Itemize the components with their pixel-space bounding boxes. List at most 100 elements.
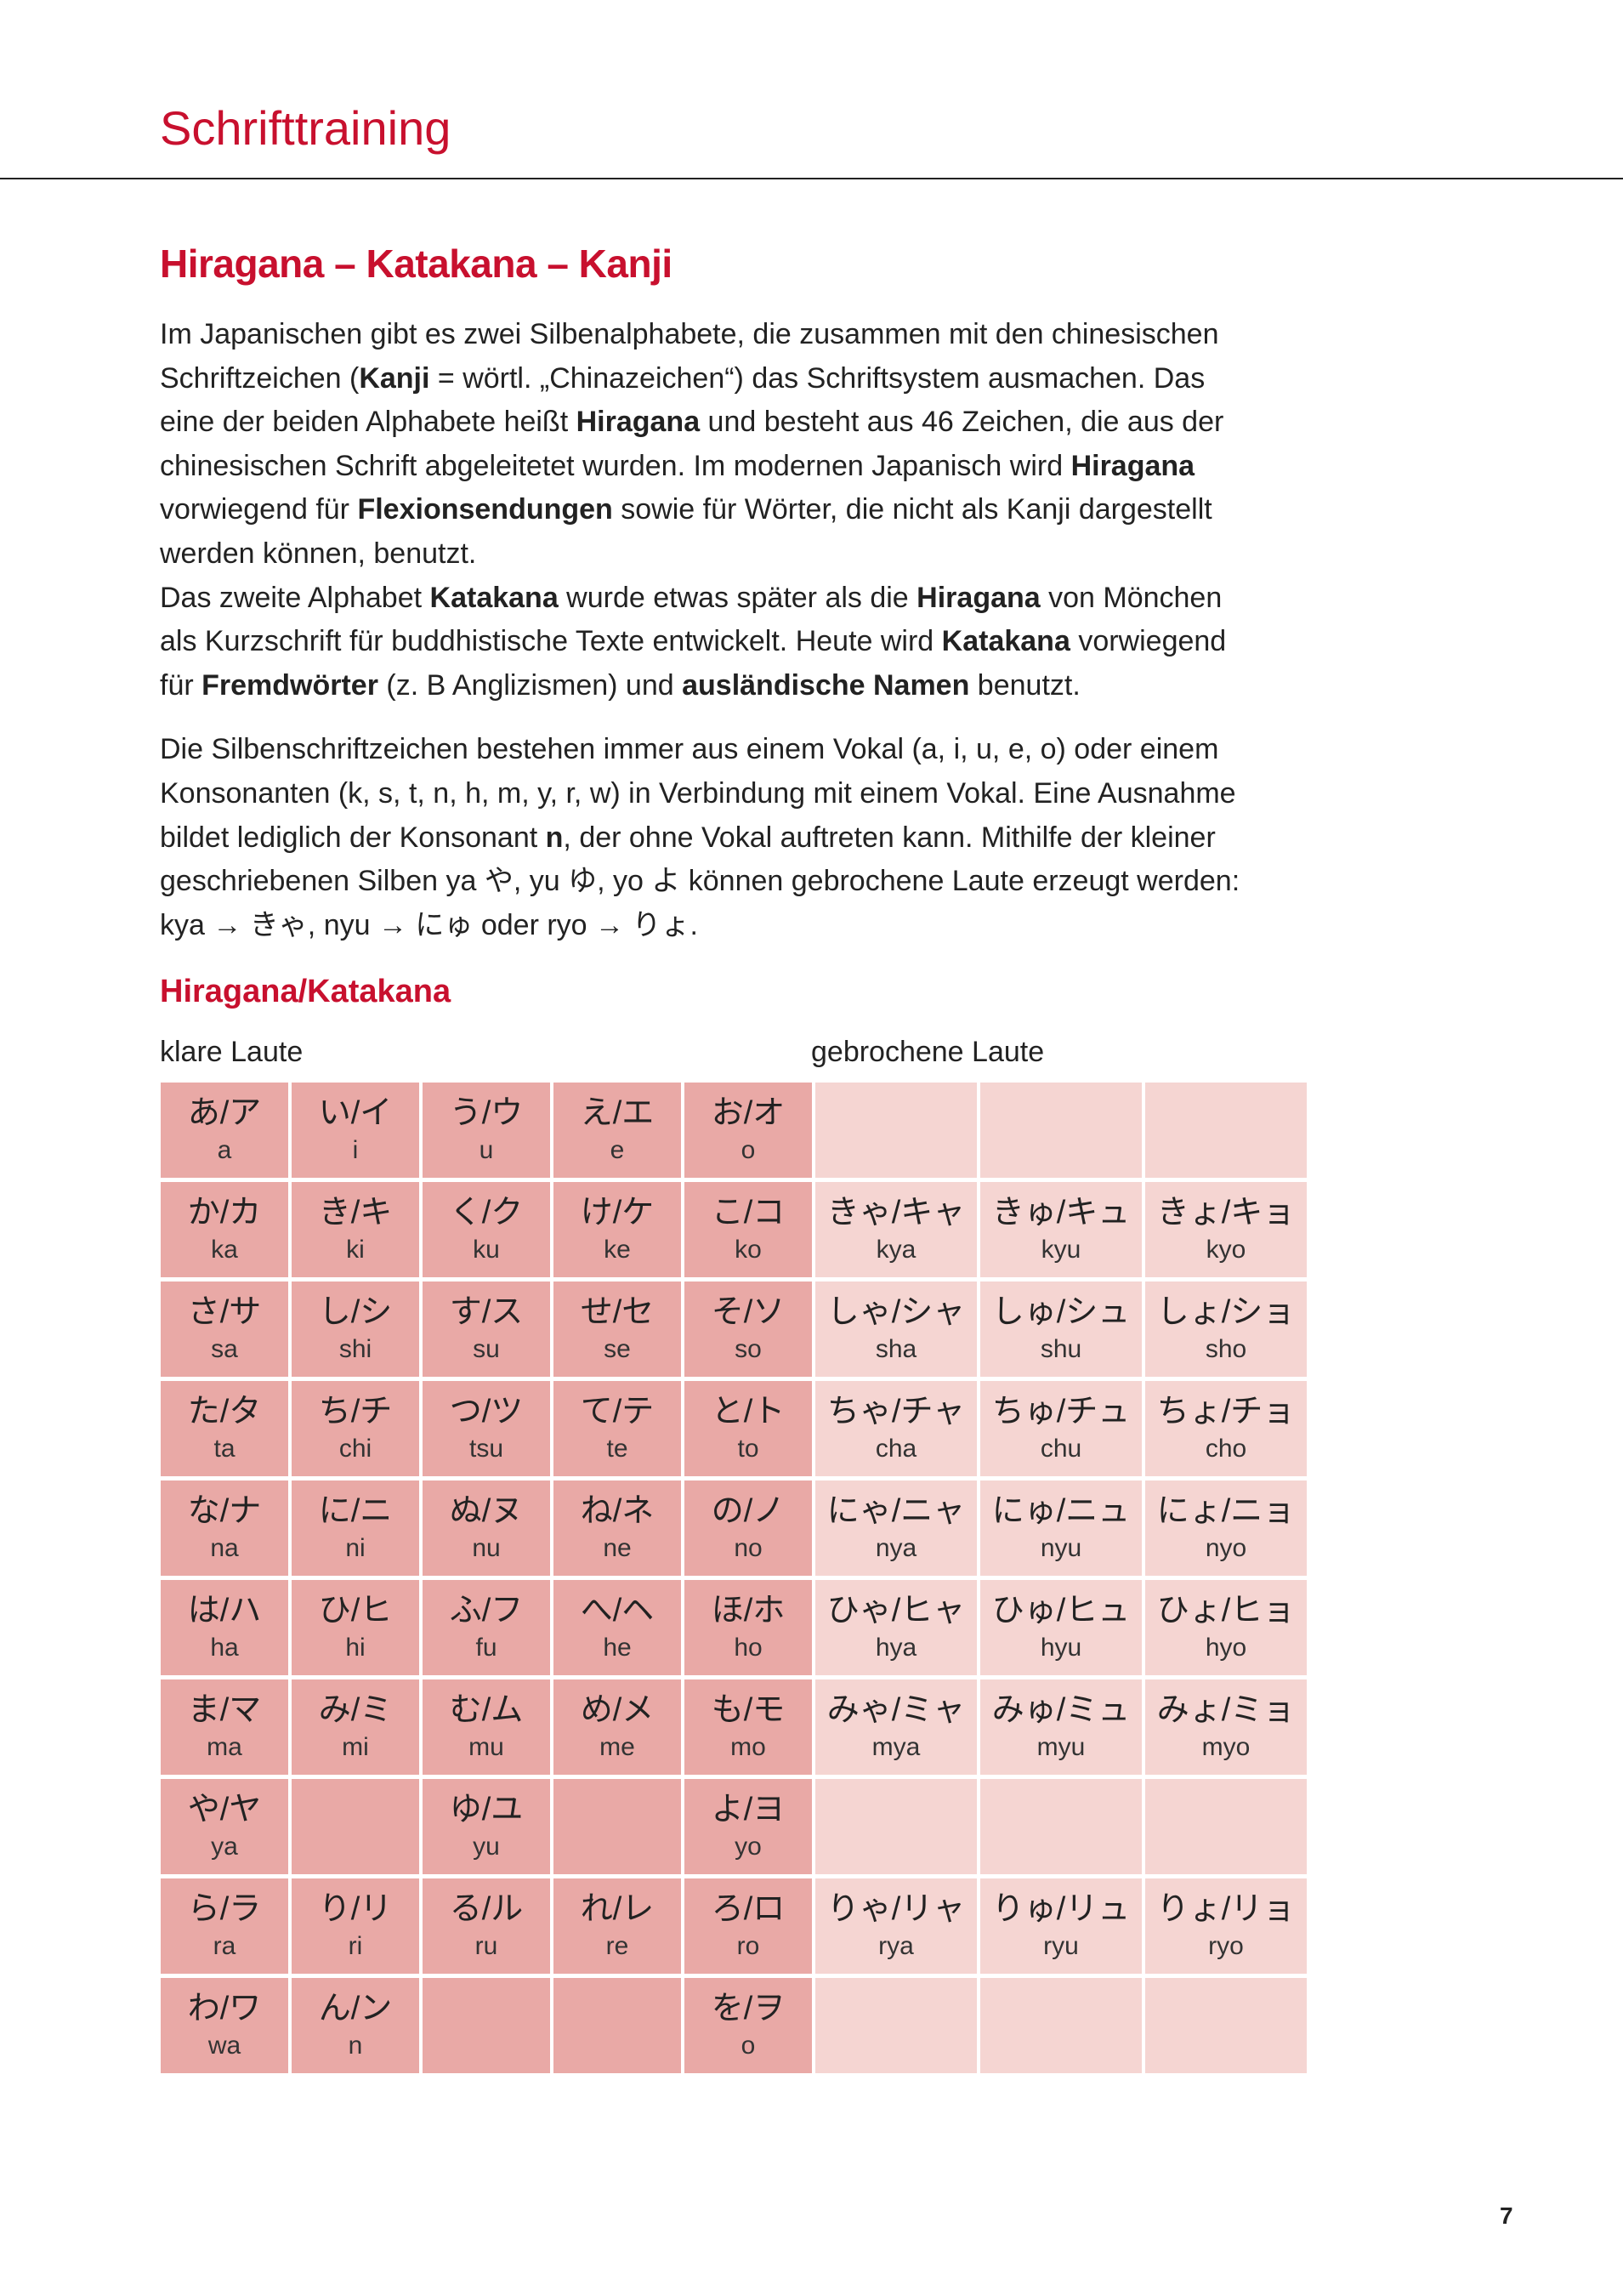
clear-sound-cell: ほ/ホ ho bbox=[684, 1580, 812, 1675]
text-run: bildet lediglich der Konsonant bbox=[160, 821, 546, 854]
kana-text: へ/ヘ bbox=[580, 1593, 655, 1628]
romaji-text: fu bbox=[475, 1634, 497, 1662]
kana-text: え/エ bbox=[580, 1095, 655, 1131]
romaji-text: wa bbox=[207, 2032, 241, 2060]
kana-text: き/キ bbox=[318, 1195, 393, 1230]
romaji-text: te bbox=[606, 1435, 628, 1463]
romaji-text: no bbox=[734, 1534, 763, 1562]
romaji-text: e bbox=[610, 1136, 625, 1164]
clear-sound-cell: け/ケ ke bbox=[553, 1182, 681, 1277]
kana-text: きょ/キョ bbox=[1156, 1195, 1296, 1230]
romaji-text: n bbox=[348, 2032, 363, 2060]
kana-text: も/モ bbox=[711, 1692, 786, 1728]
clear-sound-cell: か/カ ka bbox=[161, 1182, 288, 1277]
kana-text: きゃ/キャ bbox=[826, 1195, 966, 1230]
bold-term: Flexionsendungen bbox=[357, 493, 613, 526]
text-run: chinesischen Schrift abgeleitetet wurden… bbox=[160, 449, 1071, 482]
kana-table: あ/ア a い/イ i う/ウ u え/エ e お/オ o か/カ ka き/キ ki く/ク ku け/ケ ke… bbox=[161, 1083, 1307, 2073]
text-run: Das zweite Alphabet bbox=[160, 581, 430, 614]
romaji-text: ke bbox=[604, 1236, 631, 1264]
text-line: kya → きゃ, nyu → にゅ oder ryo → りょ. bbox=[160, 904, 1240, 948]
clear-sound-cell: も/モ mo bbox=[684, 1679, 812, 1775]
text-run: eine der beiden Alphabete heißt bbox=[160, 406, 576, 439]
broken-sound-cell: しゅ/シュ shu bbox=[980, 1282, 1142, 1377]
romaji-text: mi bbox=[342, 1733, 369, 1761]
clear-sound-cell bbox=[553, 1779, 681, 1874]
kana-text: い/イ bbox=[318, 1095, 393, 1131]
romaji-text: ryu bbox=[1043, 1932, 1079, 1960]
romaji-text: mo bbox=[730, 1733, 766, 1761]
kana-text: け/ケ bbox=[580, 1195, 655, 1230]
romaji-text: hyu bbox=[1040, 1634, 1082, 1662]
text-run: werden können, benutzt. bbox=[160, 537, 477, 570]
clear-sounds-label: klare Laute bbox=[160, 1036, 304, 1068]
romaji-text: ni bbox=[345, 1534, 366, 1562]
running-header: Schrifttraining bbox=[160, 101, 451, 155]
broken-sound-cell: りょ/リョ ryo bbox=[1145, 1878, 1307, 1974]
kana-text: ん/ン bbox=[318, 1991, 393, 2026]
kana-text: ら/ラ bbox=[187, 1891, 262, 1927]
clear-sound-cell: つ/ツ tsu bbox=[423, 1381, 550, 1476]
romaji-text: cho bbox=[1205, 1435, 1247, 1463]
romaji-text: se bbox=[604, 1335, 631, 1363]
text-line: als Kurzschrift für buddhistische Texte … bbox=[160, 620, 1240, 664]
romaji-text: ryo bbox=[1208, 1932, 1244, 1960]
kana-text: さ/サ bbox=[187, 1294, 262, 1330]
text-run: als Kurzschrift für buddhistische Texte … bbox=[160, 625, 942, 658]
text-run: Im Japanischen gibt es zwei Silbenalphab… bbox=[160, 318, 1219, 350]
kana-text: ね/ネ bbox=[580, 1493, 655, 1529]
clear-sound-cell: す/ス su bbox=[423, 1282, 550, 1377]
clear-sound-cell: ね/ネ ne bbox=[553, 1480, 681, 1576]
broken-sound-cell bbox=[980, 1779, 1142, 1874]
romaji-text: chu bbox=[1040, 1435, 1082, 1463]
romaji-text: chi bbox=[338, 1435, 372, 1463]
bold-term: n bbox=[545, 821, 564, 854]
broken-sound-cell bbox=[1145, 1083, 1307, 1178]
romaji-text: kyu bbox=[1041, 1236, 1081, 1264]
romaji-text: myo bbox=[1201, 1733, 1251, 1761]
romaji-text: ha bbox=[210, 1634, 239, 1662]
clear-sound-cell bbox=[423, 1978, 550, 2073]
text-run: kya → きゃ, nyu → にゅ oder ryo → りょ. bbox=[160, 908, 698, 941]
kana-text: ち/チ bbox=[318, 1394, 393, 1429]
clear-sound-cell: よ/ヨ yo bbox=[684, 1779, 812, 1874]
romaji-text: he bbox=[603, 1634, 632, 1662]
text-run: benutzt. bbox=[969, 668, 1081, 702]
romaji-text: hyo bbox=[1205, 1634, 1247, 1662]
kana-text: ひ/ヒ bbox=[318, 1593, 393, 1628]
clear-sound-cell: め/メ me bbox=[553, 1679, 681, 1775]
broken-sound-cell: にょ/ニョ nyo bbox=[1145, 1480, 1307, 1576]
kana-text: な/ナ bbox=[187, 1493, 262, 1529]
clear-sound-cell: わ/ワ wa bbox=[161, 1978, 288, 2073]
clear-sound-cell: そ/ソ so bbox=[684, 1282, 812, 1377]
kana-text: りゅ/リュ bbox=[991, 1891, 1131, 1927]
bold-term: Hiragana bbox=[576, 406, 701, 439]
kana-text: み/ミ bbox=[318, 1692, 393, 1728]
clear-sound-cell: ゆ/ユ yu bbox=[423, 1779, 550, 1874]
broken-sound-cell bbox=[815, 1779, 977, 1874]
kana-text: く/ク bbox=[449, 1195, 524, 1230]
kana-text: は/ハ bbox=[187, 1593, 262, 1628]
kana-text: か/カ bbox=[187, 1195, 262, 1230]
clear-sound-cell: え/エ e bbox=[553, 1083, 681, 1178]
clear-sound-cell: ろ/ロ ro bbox=[684, 1878, 812, 1974]
romaji-text: tsu bbox=[468, 1435, 504, 1463]
bold-term: Katakana bbox=[941, 625, 1070, 658]
romaji-text: so bbox=[735, 1335, 762, 1363]
broken-sound-cell: みゃ/ミャ mya bbox=[815, 1679, 977, 1775]
clear-sound-cell: い/イ i bbox=[292, 1083, 419, 1178]
kana-text: こ/コ bbox=[711, 1195, 786, 1230]
kana-text: る/ル bbox=[449, 1891, 524, 1927]
bold-term: Fremdwörter bbox=[201, 668, 378, 702]
text-run: (z. B Anglizismen) und bbox=[377, 668, 683, 702]
clear-sound-cell: く/ク ku bbox=[423, 1182, 550, 1277]
kana-text: にゃ/ニャ bbox=[826, 1493, 966, 1529]
clear-sound-cell: さ/サ sa bbox=[161, 1282, 288, 1377]
header-divider bbox=[0, 178, 1623, 179]
kana-text: あ/ア bbox=[187, 1095, 262, 1131]
broken-sound-cell: ひょ/ヒョ hyo bbox=[1145, 1580, 1307, 1675]
kana-text: の/ノ bbox=[711, 1493, 786, 1529]
text-run: für bbox=[160, 668, 202, 702]
text-run: von Mönchen bbox=[1040, 581, 1223, 614]
kana-text: しゅ/シュ bbox=[991, 1294, 1131, 1330]
